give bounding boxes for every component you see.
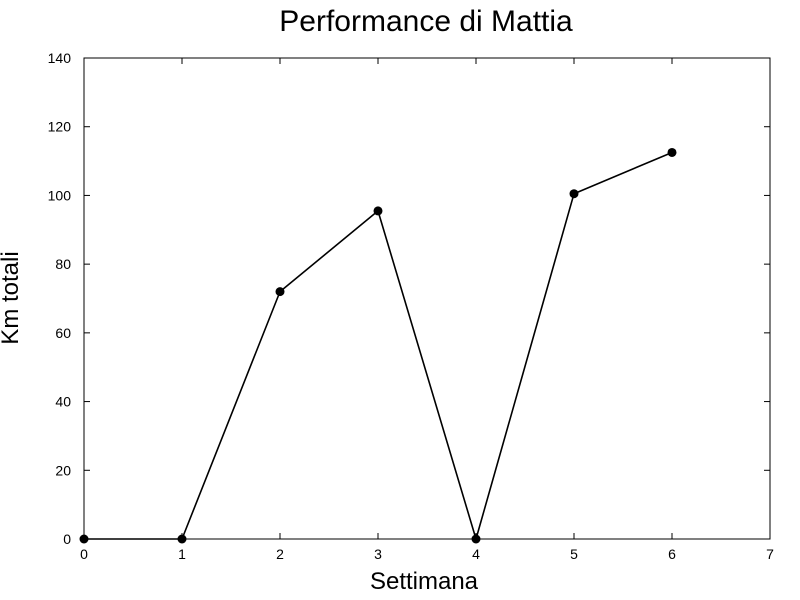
x-tick-label: 5 — [570, 546, 578, 562]
y-axis-tick-labels: 0 20 40 60 80 100 120 140 — [48, 50, 72, 547]
plot-area-frame — [83, 57, 771, 540]
data-point — [373, 206, 383, 216]
x-axis-tick-labels: 0 1 2 3 4 5 6 7 — [80, 546, 774, 562]
data-point — [569, 189, 579, 199]
chart-title: Performance di Mattia — [279, 5, 573, 38]
x-axis-ticks — [83, 58, 771, 539]
data-point — [275, 287, 285, 297]
x-tick-label: 0 — [80, 546, 88, 562]
data-point — [79, 534, 89, 544]
y-tick-label: 20 — [55, 462, 71, 478]
y-tick-label: 0 — [63, 531, 71, 547]
x-tick-label: 3 — [374, 546, 382, 562]
x-tick-label: 7 — [766, 546, 774, 562]
y-tick-label: 140 — [48, 50, 72, 66]
y-axis-ticks — [84, 57, 770, 540]
x-tick-label: 2 — [276, 546, 284, 562]
data-point — [471, 534, 481, 544]
y-tick-label: 60 — [55, 325, 71, 341]
y-tick-label: 40 — [55, 394, 71, 410]
y-tick-label: 120 — [48, 119, 72, 135]
data-point — [667, 147, 677, 157]
x-axis-title: Settimana — [370, 568, 479, 595]
y-axis-title: Km totali — [0, 251, 24, 344]
y-tick-label: 100 — [48, 187, 72, 203]
series-layer — [79, 147, 677, 544]
y-tick-label: 80 — [55, 256, 71, 272]
data-point — [177, 534, 187, 544]
x-tick-label: 1 — [178, 546, 186, 562]
x-tick-label: 4 — [472, 546, 480, 562]
x-tick-label: 6 — [668, 546, 676, 562]
